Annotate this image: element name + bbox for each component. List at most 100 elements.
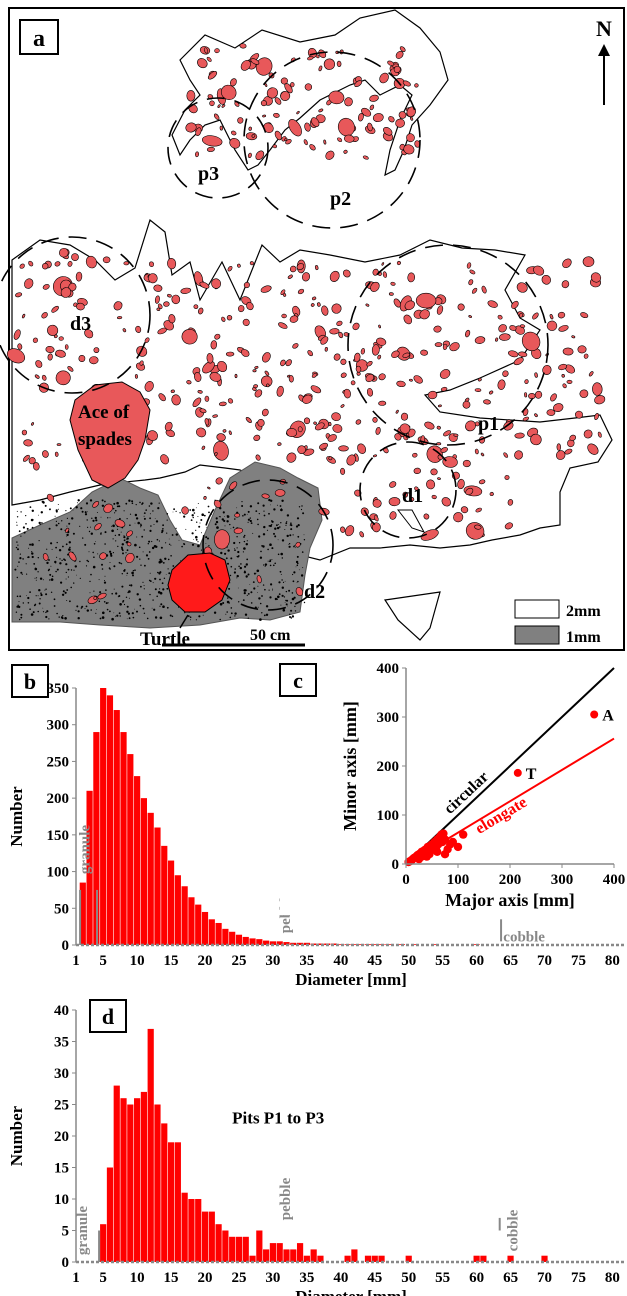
clast <box>304 122 311 132</box>
bar <box>120 1098 127 1262</box>
x-tick-label: 25 <box>231 953 246 969</box>
fine-grain <box>96 609 97 610</box>
clast <box>503 452 509 458</box>
fine-grain <box>65 571 68 574</box>
fine-grain <box>140 526 142 528</box>
fine-grain <box>147 543 149 545</box>
fine-grain <box>104 575 106 577</box>
clast <box>344 97 353 107</box>
bar <box>113 710 120 945</box>
clast <box>465 487 474 496</box>
fine-grain <box>168 538 170 540</box>
fine-grain <box>128 499 131 502</box>
fine-grain <box>20 616 23 619</box>
fine-grain <box>238 565 240 568</box>
fine-grain <box>246 513 248 515</box>
bar <box>93 732 100 945</box>
clast <box>195 127 202 137</box>
clast <box>338 331 344 339</box>
clast <box>216 433 226 442</box>
clast <box>274 489 286 497</box>
fine-grain <box>263 514 266 517</box>
bar <box>364 1255 372 1262</box>
fine-grain <box>44 589 46 591</box>
fine-grain <box>175 510 177 512</box>
bar <box>269 941 277 945</box>
fine-grain <box>162 588 165 591</box>
grain-class-label-cobble: cobble <box>505 1209 521 1251</box>
fine-grain <box>47 569 50 572</box>
clast <box>328 456 333 461</box>
fine-grain <box>153 524 155 525</box>
fine-grain <box>271 559 273 561</box>
fine-grain <box>226 515 228 517</box>
clast <box>328 421 332 427</box>
fine-grain <box>39 577 43 580</box>
clast <box>587 443 599 455</box>
fine-grain <box>56 612 58 615</box>
fine-grain <box>134 543 137 547</box>
clast <box>524 392 528 398</box>
fine-grain <box>219 516 221 518</box>
legend-swatch-1mm <box>514 625 560 645</box>
fine-grain <box>191 532 194 535</box>
clast <box>483 399 491 405</box>
clast <box>249 261 254 266</box>
ace-of-spades-clast <box>69 381 151 489</box>
fine-grain <box>272 588 274 590</box>
clast <box>215 477 223 485</box>
fine-grain <box>252 532 254 534</box>
fine-grain <box>135 517 139 520</box>
fine-grain <box>193 512 196 514</box>
clast <box>376 337 387 346</box>
bar <box>263 1249 270 1262</box>
clast <box>373 515 379 522</box>
fine-grain <box>126 605 129 608</box>
fine-grain <box>136 536 138 538</box>
fine-grain <box>245 543 248 546</box>
fine-grain <box>243 534 246 537</box>
fine-grain <box>116 614 119 617</box>
x-tick-label: 60 <box>469 953 484 969</box>
clast <box>237 305 245 313</box>
fine-grain <box>195 538 198 541</box>
bar <box>303 1255 310 1262</box>
clast <box>582 256 595 268</box>
fine-grain <box>268 589 270 591</box>
fine-grain <box>46 561 49 565</box>
clast <box>303 139 308 146</box>
fine-grain <box>198 615 201 618</box>
fine-grain <box>226 611 228 613</box>
fine-grain <box>205 526 207 528</box>
fine-grain <box>77 499 80 502</box>
clast <box>153 284 163 292</box>
clast <box>213 440 229 461</box>
panel-c-background <box>280 660 625 915</box>
bar <box>79 882 86 945</box>
fine-grain <box>268 561 270 563</box>
clast <box>387 60 395 66</box>
fine-grain <box>38 521 41 525</box>
fine-grain <box>234 518 236 520</box>
fine-grain <box>123 539 126 542</box>
fine-grain <box>265 613 269 616</box>
x-tick-label: 15 <box>164 1270 179 1286</box>
fine-grain <box>86 519 88 521</box>
clast <box>480 452 485 457</box>
fine-grain <box>119 615 121 617</box>
fine-grain <box>230 607 233 609</box>
fine-grain <box>99 617 102 620</box>
fine-grain <box>260 550 262 553</box>
fine-grain <box>236 577 238 579</box>
clast <box>338 445 349 452</box>
clast <box>194 372 202 382</box>
fine-grain <box>149 517 152 520</box>
clast <box>219 125 223 131</box>
fine-grain <box>151 546 155 550</box>
fine-grain <box>289 613 291 615</box>
fine-grain <box>281 557 283 559</box>
fine-grain <box>30 518 34 522</box>
fine-grain <box>59 562 62 565</box>
clast <box>45 345 55 354</box>
